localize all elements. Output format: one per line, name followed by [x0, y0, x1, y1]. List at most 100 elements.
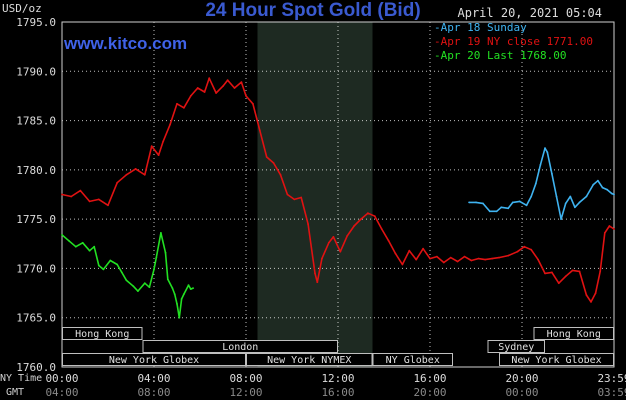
- site-watermark[interactable]: www.kitco.com: [64, 34, 188, 53]
- series-point-2: [353, 225, 355, 227]
- y-tick-label: 1795.0: [16, 16, 56, 29]
- series-point-2: [373, 215, 376, 218]
- series-point-2: [150, 145, 153, 148]
- legend-item-apr19: -Apr 19 NY close 1771.00: [434, 35, 593, 48]
- series-point-2: [346, 235, 349, 237]
- gmt-label: GMT: [6, 387, 25, 398]
- series-point-2: [265, 156, 268, 158]
- series-point-1: [495, 210, 498, 213]
- series-point-2: [578, 270, 581, 273]
- series-point-2: [208, 77, 211, 80]
- series-point-2: [456, 260, 459, 263]
- series-point-2: [70, 195, 73, 198]
- ny-time-label: NY Time: [0, 373, 43, 384]
- series-point-3: [171, 287, 174, 289]
- series-point-1: [500, 206, 503, 209]
- series-point-3: [148, 286, 151, 289]
- series-point-3: [102, 268, 105, 271]
- series-point-3: [120, 271, 123, 274]
- session-box: [142, 340, 338, 353]
- series-point-2: [442, 261, 445, 264]
- series-point-1: [606, 188, 608, 191]
- y-axis-unit: USD/oz: [2, 2, 42, 15]
- series-point-2: [125, 173, 128, 176]
- series-point-2: [189, 95, 192, 97]
- session-box: [62, 353, 246, 366]
- x-tick-label-ny: 16:00: [413, 372, 446, 385]
- x-tick-label-ny: 08:00: [229, 372, 262, 385]
- series-point-3: [125, 279, 128, 282]
- x-tick-label-gmt: 12:00: [229, 386, 262, 399]
- series-point-2: [449, 256, 452, 259]
- x-tick-label-gmt: 20:00: [413, 386, 446, 399]
- legend-item-apr18: -Apr 18 Sunday: [434, 21, 527, 34]
- series-point-2: [463, 255, 466, 258]
- series-point-2: [408, 249, 411, 252]
- series-point-2: [590, 301, 592, 303]
- series-point-2: [258, 129, 261, 132]
- session-box: [487, 340, 545, 353]
- series-point-3: [97, 264, 100, 267]
- series-point-3: [109, 259, 112, 262]
- series-point-3: [176, 303, 178, 305]
- series-point-2: [429, 257, 431, 260]
- series-point-1: [578, 201, 581, 204]
- series-point-3: [189, 288, 192, 290]
- series-point-3: [74, 245, 77, 248]
- series-point-1: [574, 206, 576, 209]
- series-point-2: [79, 189, 82, 192]
- series-point-3: [192, 287, 195, 289]
- session-label: NY Globex: [386, 355, 440, 366]
- series-point-2: [293, 198, 296, 201]
- series-point-3: [183, 293, 185, 295]
- series-point-1: [585, 195, 588, 198]
- series-point-3: [187, 284, 190, 287]
- series-point-1: [534, 182, 537, 185]
- series-point-2: [203, 91, 206, 93]
- series-point-2: [544, 272, 546, 275]
- x-tick-label-ny: 23:59: [597, 372, 626, 385]
- series-point-2: [245, 95, 247, 97]
- series-point-1: [530, 195, 533, 198]
- session-label: Hong Kong: [547, 329, 601, 340]
- series-point-1: [597, 179, 599, 182]
- series-point-3: [180, 298, 183, 300]
- series-point-3: [88, 249, 91, 252]
- series-point-1: [551, 172, 553, 175]
- series-point-3: [116, 263, 119, 266]
- y-tick-label: 1775.0: [16, 213, 56, 226]
- y-axis: 1760.0 1765.0 1770.0 1775.0 1780.0 1785.0 1790…: [16, 16, 56, 374]
- series-point-2: [507, 254, 510, 257]
- x-tick-label-ny: 00:00: [45, 372, 78, 385]
- series-point-2: [339, 250, 342, 253]
- series-point-2: [415, 258, 418, 261]
- legend-label: Apr 20 Last 1768.00: [440, 49, 567, 62]
- y-tick-label: 1765.0: [16, 312, 56, 325]
- series-point-2: [491, 257, 493, 260]
- session-box: [372, 353, 453, 366]
- legend-label: Apr 18 Sunday: [440, 21, 527, 34]
- series-point-3: [132, 285, 135, 288]
- nymex-shaded-region: [257, 22, 373, 367]
- series-point-2: [286, 193, 289, 196]
- y-tick-label: 1790.0: [16, 65, 56, 78]
- series-point-2: [585, 294, 588, 296]
- series-line-3: [61, 232, 194, 319]
- series-point-1: [613, 193, 615, 196]
- series-point-2: [143, 173, 146, 176]
- series-point-2: [307, 223, 309, 226]
- series-point-2: [422, 247, 424, 250]
- series-point-2: [387, 239, 390, 242]
- series-point-2: [183, 106, 185, 109]
- series-point-1: [564, 202, 567, 205]
- series-point-2: [571, 269, 574, 272]
- series-point-1: [518, 200, 521, 203]
- chart-legend: -Apr 18 Sunday -Apr 19 NY close 1771.00 …: [434, 21, 593, 63]
- series-point-1: [560, 218, 562, 221]
- series-point-3: [173, 293, 176, 295]
- x-tick-label-gmt: 04:00: [45, 386, 78, 399]
- series-point-2: [272, 162, 275, 164]
- session-label: London: [222, 342, 258, 353]
- session-box: [499, 353, 614, 366]
